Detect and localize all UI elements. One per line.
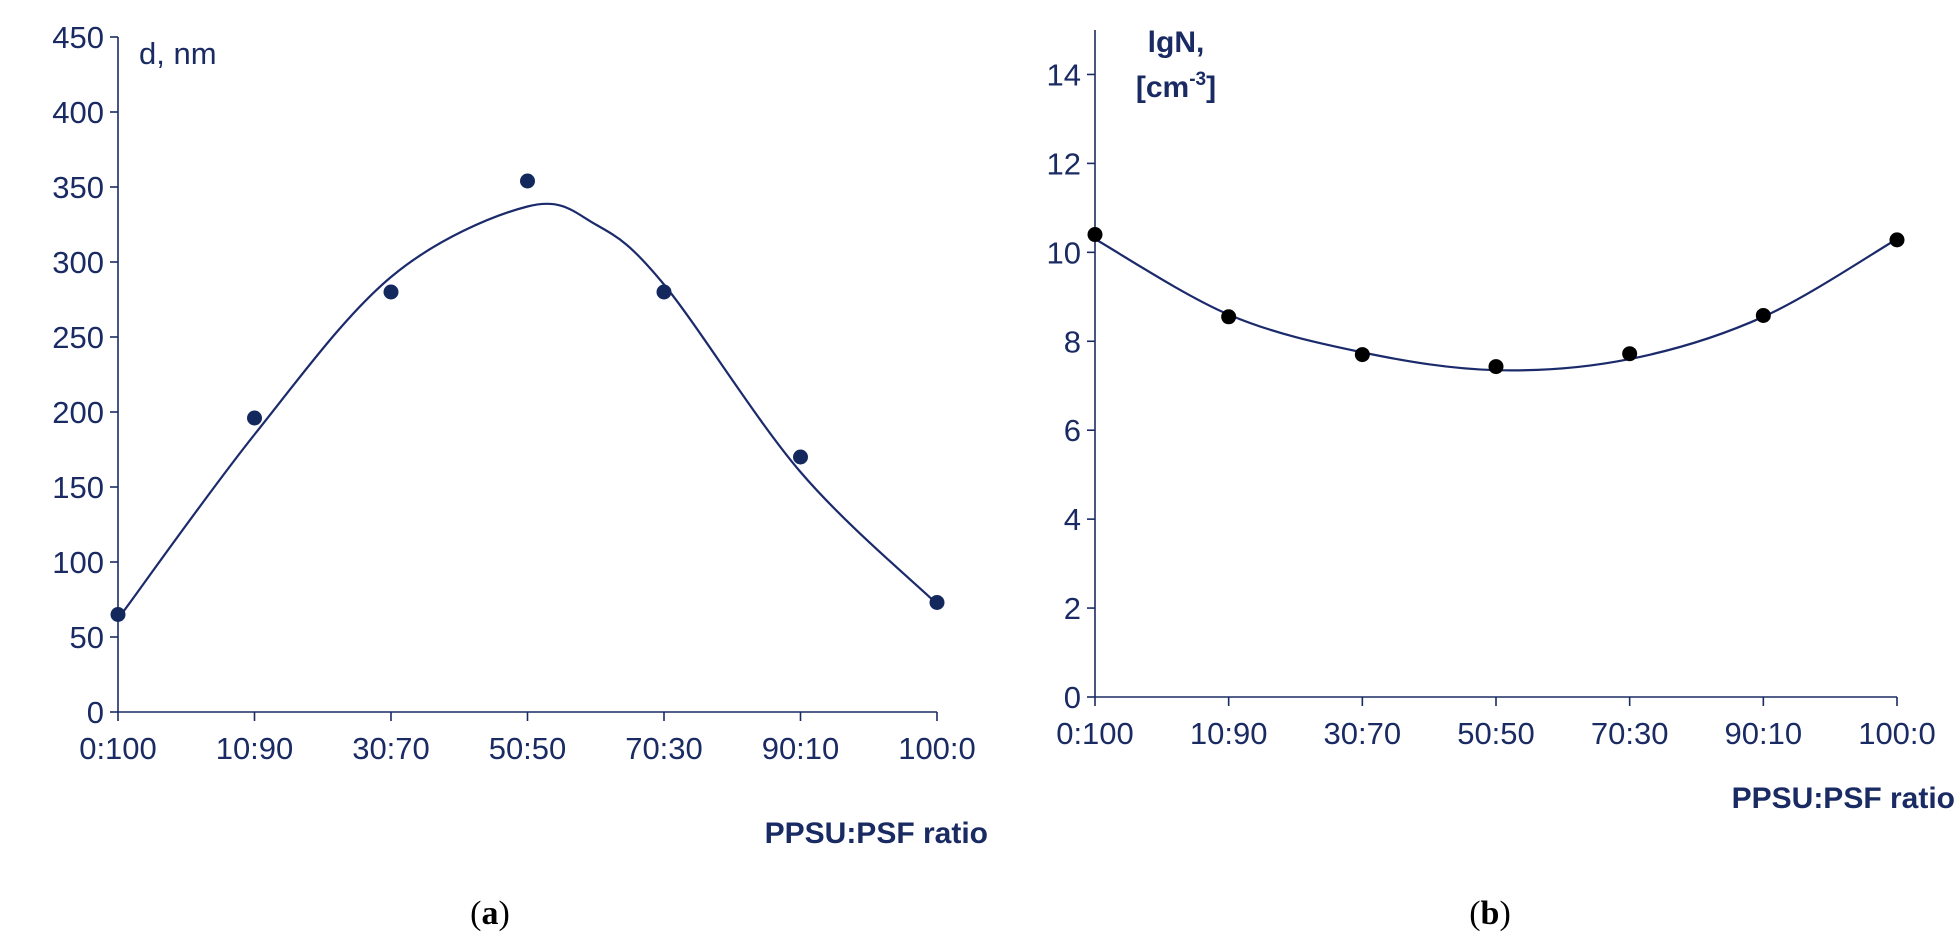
panel-a-y-tick-label: 0 (87, 695, 104, 730)
panel-b-data-point (1221, 309, 1237, 325)
panel-b-data-point (1622, 346, 1638, 362)
panel-a-y-tick-label: 350 (52, 170, 104, 205)
panel-b-data-point (1087, 227, 1103, 243)
panel-a-data-point (110, 607, 126, 622)
panel-b-caption-close: ) (1499, 895, 1510, 932)
panel-b-y-tick-label: 0 (1064, 680, 1081, 715)
panel-b-y-tick-label: 2 (1064, 591, 1081, 626)
panel-b-data-point (1354, 347, 1370, 363)
panel-a-caption-open: ( (470, 895, 481, 932)
panel-a-x-tick-label: 30:70 (352, 731, 430, 766)
panel-a-caption-letter: a (482, 895, 499, 932)
panel-b-axes: 0 2 4 6 8 10 12 14 0:100 10:90 30:70 50:50 70:30 90:1… (1047, 30, 1936, 751)
panel-a-caption: (a) (470, 895, 510, 932)
panel-b-x-axis-title: PPSU:PSF ratio (1732, 782, 1955, 815)
panel-a-x-tick-label: 10:90 (216, 731, 294, 766)
panel-a-data-point (793, 449, 808, 465)
panel-b-y-axis-label-line2: [cm-3] (1136, 69, 1216, 104)
panel-a-data-point (247, 410, 262, 426)
panel-b-y-tick-label: 14 (1047, 57, 1081, 92)
panel-b-caption: (b) (1469, 895, 1511, 932)
panel-a-chart: 0 50 100 150 200 250 300 350 400 450 0:100 10:90 30:… (52, 20, 988, 932)
panel-b-x-tick-label: 10:90 (1190, 716, 1268, 751)
panel-a-y-tick-label: 400 (52, 95, 104, 130)
panel-a-data-point (929, 595, 945, 610)
panel-a-x-tick-label: 100:0 (898, 731, 976, 766)
panel-b-y-tick-label: 10 (1047, 235, 1081, 270)
panel-a-y-tick-label: 450 (52, 20, 104, 55)
panel-a-x-tick-label: 50:50 (489, 731, 567, 766)
panel-a-data-point (656, 284, 672, 300)
panel-b-x-tick-label: 0:100 (1056, 716, 1134, 751)
panel-b-x-tick-label: 50:50 (1457, 716, 1535, 751)
panel-a-y-tick-label: 100 (52, 545, 104, 580)
panel-b-y-tick-label: 12 (1047, 146, 1081, 181)
panel-a-y-tick-label: 300 (52, 245, 104, 280)
panel-b-caption-open: ( (1469, 895, 1480, 932)
panel-a-x-axis-title: PPSU:PSF ratio (765, 817, 988, 850)
panel-a-data-point (383, 284, 399, 300)
panel-a-data-point (520, 173, 535, 189)
panel-b-x-tick-label: 100:0 (1858, 716, 1936, 751)
panel-b-y-tick-label: 4 (1064, 502, 1081, 537)
panel-a-y-tick-label: 150 (52, 470, 104, 505)
panel-a-x-tick-label: 90:10 (762, 731, 840, 766)
panel-b-x-tick-label: 70:30 (1591, 716, 1669, 751)
panel-b-data-point (1755, 307, 1771, 323)
panel-a-y-tick-label: 50 (70, 620, 104, 655)
panel-b-trendline (1094, 238, 1898, 372)
panel-b-data-point (1488, 359, 1504, 375)
panel-a-y-tick-label: 250 (52, 320, 104, 355)
panel-a-y-tick-label: 200 (52, 395, 104, 430)
panel-a-x-tick-label: 0:100 (79, 731, 157, 766)
panel-a-trendline (117, 202, 938, 620)
panel-b-y-tick-label: 6 (1064, 413, 1081, 448)
panel-b-y-axis-unit-post: ] (1206, 71, 1216, 104)
panel-b-y-axis-unit-pre: [cm (1136, 71, 1189, 104)
panel-a-caption-close: ) (499, 895, 510, 932)
panel-b-caption-letter: b (1481, 895, 1500, 932)
panel-a-y-axis-label: d, nm (139, 36, 217, 71)
panel-a-axes: 0 50 100 150 200 250 300 350 400 450 0:100 10:90 30:… (52, 20, 976, 766)
panel-a-x-tick-label: 70:30 (625, 731, 703, 766)
panel-b-x-tick-label: 90:10 (1725, 716, 1803, 751)
panel-b-y-axis-label-line1: lgN, (1148, 26, 1205, 59)
panel-b-chart: 0 2 4 6 8 10 12 14 0:100 10:90 30:70 50:50 70:30 90:1… (1047, 26, 1955, 932)
panel-b-data-point (1889, 232, 1905, 248)
panel-b-x-tick-label: 30:70 (1324, 716, 1402, 751)
panel-b-y-tick-label: 8 (1064, 324, 1081, 359)
panel-b-y-axis-unit-sup: -3 (1189, 69, 1206, 90)
